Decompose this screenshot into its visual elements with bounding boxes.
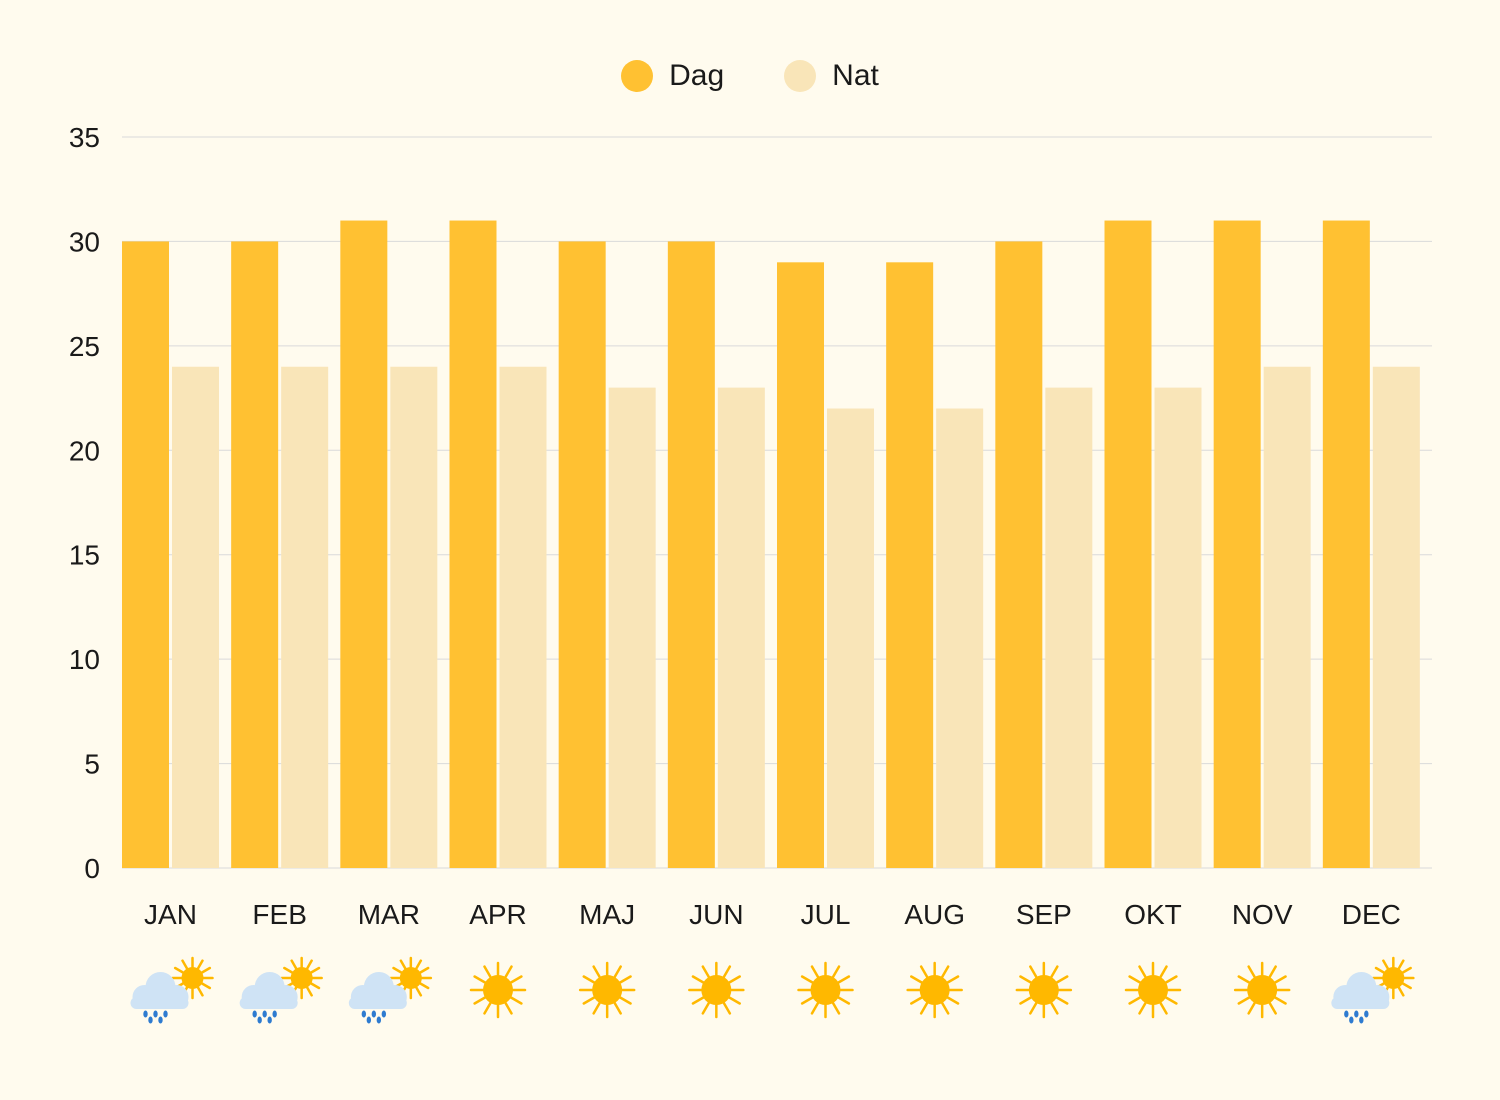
bar-night-jan[interactable] [172,366,219,868]
bar-night-sep[interactable] [1045,387,1093,868]
sun-icon [797,961,854,1019]
legend-item-night[interactable]: Nat [784,56,879,96]
bar-day-okt[interactable] [1104,220,1152,869]
x-tick-label-jan: JAN [144,899,197,930]
y-tick-label: 0 [84,853,100,884]
legend-swatch-day [621,60,654,92]
y-tick-label: 20 [69,435,100,466]
sun-icon [578,961,636,1019]
sun-icon [1124,961,1182,1019]
sun-icon [469,961,527,1019]
x-tick-label-sep: SEP [1016,899,1072,930]
sun-icon [688,961,745,1019]
bar-night-maj[interactable] [608,387,656,868]
bar-night-mar[interactable] [390,366,438,868]
sun-behind-rain-cloud-icon [239,956,323,1024]
bar-day-nov[interactable] [1213,220,1261,869]
y-tick-label: 25 [69,331,100,362]
sun-behind-rain-cloud-icon [130,956,214,1024]
y-tick-label: 30 [69,226,100,257]
x-tick-label-nov: NOV [1232,899,1293,930]
x-tick-label-aug: AUG [904,899,965,930]
x-tick-label-jun: JUN [689,899,743,930]
sun-icon [906,961,963,1019]
bar-night-jul[interactable] [827,408,874,868]
legend-item-day[interactable]: Dag [621,56,724,96]
bar-day-aug[interactable] [886,262,934,868]
sun-icon [1015,961,1073,1019]
bar-night-aug[interactable] [936,408,984,868]
bar-day-maj[interactable] [558,241,606,868]
y-tick-label: 10 [69,644,100,675]
y-tick-label: 5 [84,749,100,780]
x-tick-label-mar: MAR [358,899,420,930]
y-tick-label: 15 [69,540,100,571]
legend-label-day: Dag [669,59,725,92]
sun-behind-rain-cloud-icon [1331,956,1415,1024]
sun-icon [1233,961,1291,1019]
y-axis-tick-labels: 0 5 10 15 20 25 30 35 [69,122,100,884]
legend-label-night: Nat [832,59,879,92]
bar-night-jun[interactable] [717,387,765,868]
x-tick-label-jul: JUL [801,899,851,930]
bar-day-jan[interactable] [122,241,169,868]
legend: Dag Nat [0,56,1500,96]
bar-day-jul[interactable] [777,262,824,868]
bar-night-apr[interactable] [499,366,547,868]
bar-night-nov[interactable] [1263,366,1311,868]
x-axis-tick-labels: JAN FEB MAR APR MAJ JUN JUL AUG SEP OKT NOV DEC [144,899,1401,930]
bar-day-jun[interactable] [667,241,715,868]
sun-behind-rain-cloud-icon [348,956,433,1024]
bar-day-mar[interactable] [340,220,388,869]
x-tick-label-maj: MAJ [579,899,635,930]
x-tick-label-apr: APR [469,899,527,930]
bar-night-okt[interactable] [1154,387,1202,868]
y-tick-label: 35 [69,122,100,153]
weather-icons [130,956,1415,1024]
x-tick-label-dec: DEC [1342,899,1401,930]
bar-day-apr[interactable] [449,220,497,869]
x-tick-label-feb: FEB [252,899,306,930]
bar-day-dec[interactable] [1322,220,1370,869]
bar-day-feb[interactable] [231,241,279,868]
bar-day-sep[interactable] [995,241,1043,868]
bar-night-feb[interactable] [281,366,329,868]
bars [122,220,1420,869]
bar-night-dec[interactable] [1372,366,1420,868]
legend-swatch-night [784,60,817,92]
x-tick-label-okt: OKT [1124,899,1182,930]
